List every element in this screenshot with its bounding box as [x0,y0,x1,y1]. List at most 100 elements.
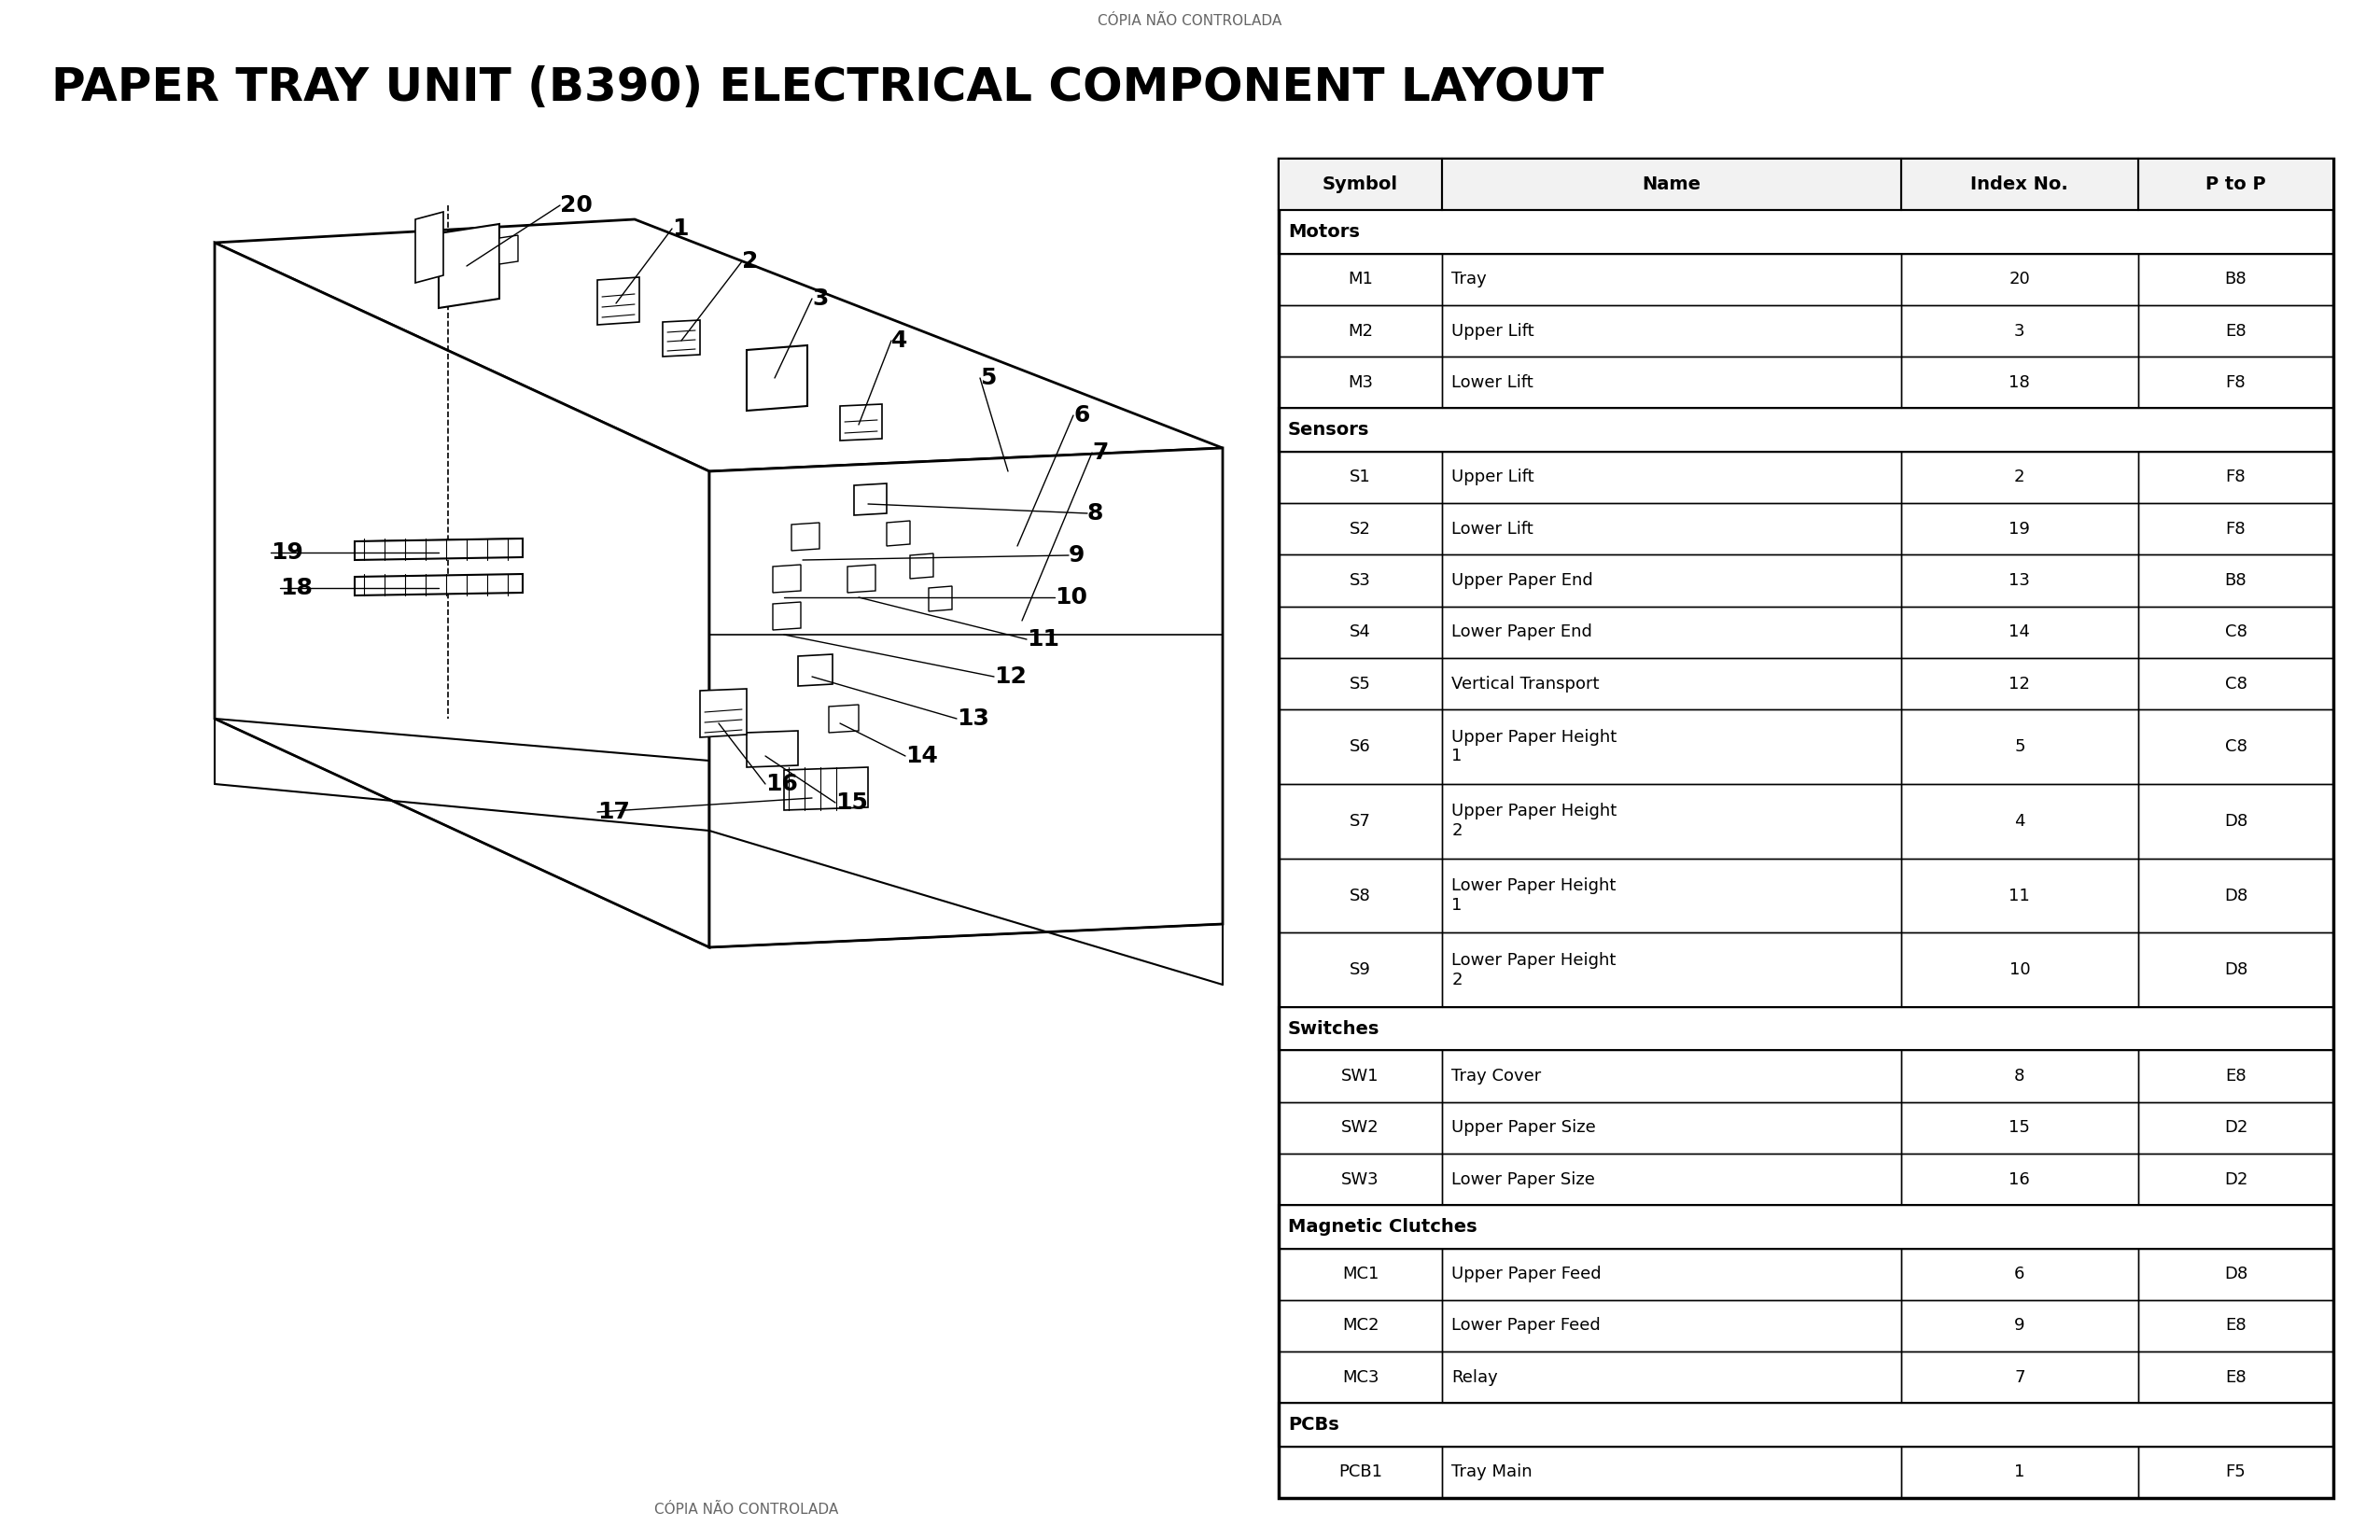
Bar [2137,858,2332,933]
Text: 16: 16 [2009,1170,2030,1187]
Text: D8: D8 [2223,887,2247,904]
Bar [2137,254,2332,305]
Bar [1902,933,2137,1007]
Text: 10: 10 [2009,961,2030,978]
Text: Upper Lift: Upper Lift [1452,322,1535,339]
Bar [1278,933,1442,1007]
Bar [1278,1249,1442,1300]
Bar [1442,357,1902,408]
Text: 15: 15 [2009,1120,2030,1137]
Text: 11: 11 [2009,887,2030,904]
Polygon shape [847,565,876,593]
Circle shape [988,516,1047,576]
Text: MC2: MC2 [1342,1317,1378,1334]
Bar [1278,504,1442,554]
Polygon shape [355,574,524,596]
Text: Lower Paper Height
2: Lower Paper Height 2 [1452,952,1616,989]
Text: 9: 9 [1069,544,1085,567]
Bar [1442,933,1902,1007]
Text: S6: S6 [1349,738,1371,755]
Text: E8: E8 [2225,1067,2247,1084]
Text: 4: 4 [2013,813,2025,830]
Bar [1902,504,2137,554]
Text: Relay: Relay [1452,1369,1497,1386]
Text: D8: D8 [2223,961,2247,978]
Bar [1902,1352,2137,1403]
Bar [1902,357,2137,408]
Bar [1278,1153,1442,1206]
Text: S8: S8 [1349,887,1371,904]
Text: Switches: Switches [1288,1019,1380,1038]
Bar [1902,1103,2137,1153]
Polygon shape [828,705,859,733]
Polygon shape [774,602,800,630]
Text: Symbol: Symbol [1323,176,1397,194]
Text: 7: 7 [2013,1369,2025,1386]
Text: 16: 16 [766,773,797,795]
Bar [1442,1300,1902,1352]
Text: PCBs: PCBs [1288,1415,1340,1434]
Polygon shape [854,484,888,516]
Text: F8: F8 [2225,521,2247,537]
Text: Lower Paper Height
1: Lower Paper Height 1 [1452,878,1616,913]
Bar [2137,504,2332,554]
Text: S9: S9 [1349,961,1371,978]
Text: Sensors: Sensors [1288,420,1368,439]
Bar [2137,658,2332,710]
Bar [1278,1403,2332,1446]
Text: C8: C8 [2225,676,2247,691]
Polygon shape [662,320,700,357]
Bar [1442,451,1902,504]
Text: 11: 11 [1026,628,1059,650]
Circle shape [992,591,1052,650]
Bar [2137,1249,2332,1300]
Text: C8: C8 [2225,624,2247,641]
Bar [1278,305,1442,357]
Circle shape [757,357,795,394]
Bar [1902,1446,2137,1498]
Text: B8: B8 [2225,571,2247,588]
Bar [1278,408,2332,451]
Text: Name: Name [1642,176,1702,194]
Bar [1902,451,2137,504]
Bar [1442,1249,1902,1300]
Text: 19: 19 [2009,521,2030,537]
Text: Magnetic Clutches: Magnetic Clutches [1288,1218,1478,1235]
Text: E8: E8 [2225,1369,2247,1386]
Text: Lower Lift: Lower Lift [1452,374,1533,391]
Bar [2137,554,2332,607]
Bar [1278,658,1442,710]
Text: F5: F5 [2225,1465,2247,1480]
Bar [1278,254,1442,305]
Bar [1442,658,1902,710]
Text: 9: 9 [2013,1317,2025,1334]
Bar [1278,554,1442,607]
Text: 12: 12 [995,665,1026,688]
Bar [2137,1153,2332,1206]
Bar [1442,305,1902,357]
Bar [2137,1300,2332,1352]
Text: CÓPIA NÃO CONTROLADA: CÓPIA NÃO CONTROLADA [654,1503,838,1517]
Bar [2137,784,2332,858]
Text: 20: 20 [2009,271,2030,288]
Bar [1278,357,1442,408]
Polygon shape [797,654,833,685]
Text: S3: S3 [1349,571,1371,588]
Circle shape [978,442,1038,500]
Bar [1278,211,2332,254]
Bar [1278,1206,2332,1249]
Text: 3: 3 [2013,322,2025,339]
Text: E8: E8 [2225,322,2247,339]
Bar [1278,1050,1442,1103]
Text: Upper Lift: Upper Lift [1452,468,1535,485]
Text: Vertical Transport: Vertical Transport [1452,676,1599,691]
Text: C8: C8 [2225,738,2247,755]
Polygon shape [214,243,709,947]
Bar [1278,858,1442,933]
Bar [1902,554,2137,607]
Text: P to P: P to P [2206,176,2266,194]
Text: 13: 13 [2009,571,2030,588]
Text: 18: 18 [281,578,312,599]
Polygon shape [774,565,800,593]
Circle shape [995,459,1021,485]
